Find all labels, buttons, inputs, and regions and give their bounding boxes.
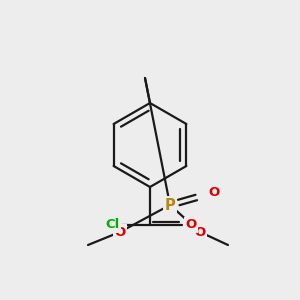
Text: P: P xyxy=(165,197,176,212)
Text: O: O xyxy=(114,226,126,238)
Text: Cl: Cl xyxy=(105,218,119,232)
Text: O: O xyxy=(194,226,206,238)
Text: O: O xyxy=(208,187,220,200)
Text: O: O xyxy=(185,218,197,232)
